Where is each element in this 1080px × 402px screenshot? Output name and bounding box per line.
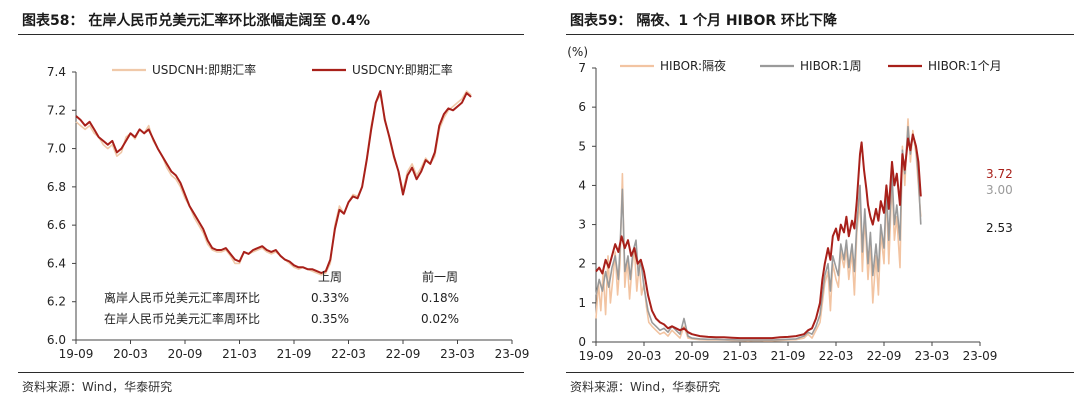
hibor-chart-svg: 0 1 2 3 4 5 6 7 19-09 20-03 20-09 21-03 21-09 22-03 22…	[567, 45, 1013, 363]
x-tick-label: 19-09	[59, 347, 94, 361]
table-header: 前一周	[422, 269, 458, 284]
y-tick-label: 4	[578, 178, 586, 192]
x-tick-label: 22-09	[867, 349, 902, 363]
series-line-2	[75, 90, 472, 274]
end-value-label: 3.72	[986, 167, 1013, 181]
title-divider	[566, 34, 1074, 35]
fx-chart-svg: 6.0 6.2 6.4 6.6 6.8 7.0 7.2 7.4 19-09 20-03 20-09 2…	[47, 62, 530, 361]
y-tick-label: 5	[578, 139, 586, 153]
table-row-label: 在岸人民币兑美元汇率周环比	[104, 311, 260, 326]
y-tick-label: 2	[578, 257, 586, 271]
x-tick-label: 21-03	[723, 349, 758, 363]
x-tick-label: 22-03	[331, 347, 366, 361]
y-tick-label: 1	[578, 296, 586, 310]
x-tick-label: 22-03	[819, 349, 854, 363]
source-note: 资料来源：Wind，华泰研究	[22, 380, 173, 394]
y-tick-label: 6.4	[47, 256, 66, 270]
x-tick-label: 20-03	[113, 347, 148, 361]
y-tick-label: 6.8	[47, 180, 66, 194]
legend-label: HIBOR:1周	[800, 59, 862, 73]
end-value-label: 3.00	[986, 183, 1013, 197]
y-tick-label: 7	[578, 61, 586, 75]
y-tick-label: 6	[578, 100, 586, 114]
y-tick-label: 0	[578, 335, 586, 349]
table-cell: 0.02%	[421, 312, 459, 326]
chart-panel-hibor: 图表59： 隔夜、1 个月 HIBOR 环比下降 0 1 2 3 4 5 6 7 19-09 20…	[548, 0, 1080, 402]
x-tick-label: 20-03	[627, 349, 662, 363]
x-tick-label: 23-09	[963, 349, 998, 363]
x-tick-label: 21-09	[277, 347, 312, 361]
x-tick-label: 23-03	[915, 349, 950, 363]
chart-title: 图表59： 隔夜、1 个月 HIBOR 环比下降	[570, 13, 837, 29]
legend-label: HIBOR:隔夜	[660, 58, 726, 73]
x-tick-label: 21-03	[222, 347, 257, 361]
source-divider	[18, 372, 524, 373]
source-note: 资料来源：Wind，华泰研究	[570, 380, 721, 394]
y-tick-label: 6.6	[47, 218, 66, 232]
table-cell: 0.18%	[421, 291, 459, 305]
x-tick-label: 19-09	[579, 349, 614, 363]
y-tick-label: 6.2	[47, 295, 66, 309]
table-header: 上周	[318, 270, 342, 284]
series-line-3	[595, 133, 922, 340]
table-cell: 0.35%	[311, 312, 349, 326]
x-tick-label: 23-03	[440, 347, 475, 361]
x-tick-label: 20-09	[675, 349, 710, 363]
table-cell: 0.33%	[311, 291, 349, 305]
title-divider	[18, 34, 524, 35]
x-tick-label: 20-09	[168, 347, 203, 361]
x-tick-label: 23-09	[495, 347, 530, 361]
series-line-1	[75, 90, 472, 276]
table-row-label: 离岸人民币兑美元汇率周环比	[104, 290, 260, 305]
y-axis-unit: (%)	[567, 45, 588, 59]
legend-label: HIBOR:1个月	[928, 59, 1002, 73]
y-tick-label: 3	[578, 218, 586, 232]
x-tick-label: 22-09	[386, 347, 421, 361]
y-tick-label: 6.0	[47, 333, 66, 347]
legend-label: USDCNY:即期汇率	[352, 62, 453, 77]
chart-panel-fx: 图表58： 在岸人民币兑美元汇率环比涨幅走阔至 0.4% 6.0 6.2 6.4 6.…	[0, 0, 530, 402]
series-line-1	[595, 118, 922, 342]
y-tick-label: 7.0	[47, 142, 66, 156]
series-line-2	[595, 125, 922, 341]
chart-title: 图表58： 在岸人民币兑美元汇率环比涨幅走阔至 0.4%	[22, 13, 371, 29]
source-divider	[566, 372, 1074, 373]
end-value-label: 2.53	[986, 221, 1013, 235]
legend-label: USDCNH:即期汇率	[152, 62, 256, 77]
x-tick-label: 21-09	[771, 349, 806, 363]
y-tick-label: 7.4	[47, 65, 66, 79]
y-tick-label: 7.2	[47, 103, 66, 117]
